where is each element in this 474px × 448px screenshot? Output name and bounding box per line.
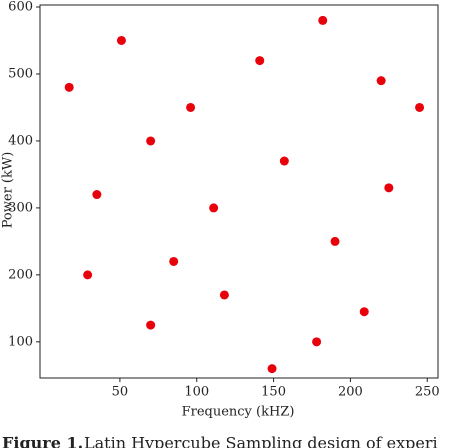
point <box>219 290 229 300</box>
point <box>267 364 277 374</box>
caption-label: Figure 1. <box>2 434 83 448</box>
x-tick-label: 200 <box>338 385 363 400</box>
point <box>312 337 322 347</box>
y-tick-label: 300 <box>8 200 33 215</box>
caption-text: Latin Hypercube Sampling design of exper… <box>84 434 438 448</box>
point <box>146 320 156 330</box>
x-tick-label: 100 <box>184 385 209 400</box>
point <box>255 56 265 66</box>
y-tick-label: 200 <box>8 267 33 282</box>
point <box>415 102 425 112</box>
y-tick-label: 400 <box>8 133 33 148</box>
point <box>330 236 340 246</box>
point <box>359 307 369 317</box>
x-tick-label: 250 <box>415 385 440 400</box>
x-tick-label: 150 <box>261 385 286 400</box>
point <box>92 190 102 200</box>
y-tick-label: 500 <box>8 66 33 81</box>
y-tick-label: 600 <box>8 0 33 15</box>
point <box>146 136 156 146</box>
point <box>209 203 219 213</box>
point <box>64 82 74 92</box>
point <box>376 76 386 86</box>
point <box>384 183 394 193</box>
y-axis-label: Power (kW) <box>1 152 16 229</box>
y-tick-label: 100 <box>8 334 33 349</box>
x-axis-label: Frequency (kHZ) <box>182 405 295 420</box>
point <box>318 15 328 25</box>
point <box>116 35 126 45</box>
x-tick-label: 50 <box>112 385 129 400</box>
point <box>169 256 179 266</box>
point <box>83 270 93 280</box>
plot-frame <box>39 4 439 379</box>
point <box>279 156 289 166</box>
point <box>186 102 196 112</box>
